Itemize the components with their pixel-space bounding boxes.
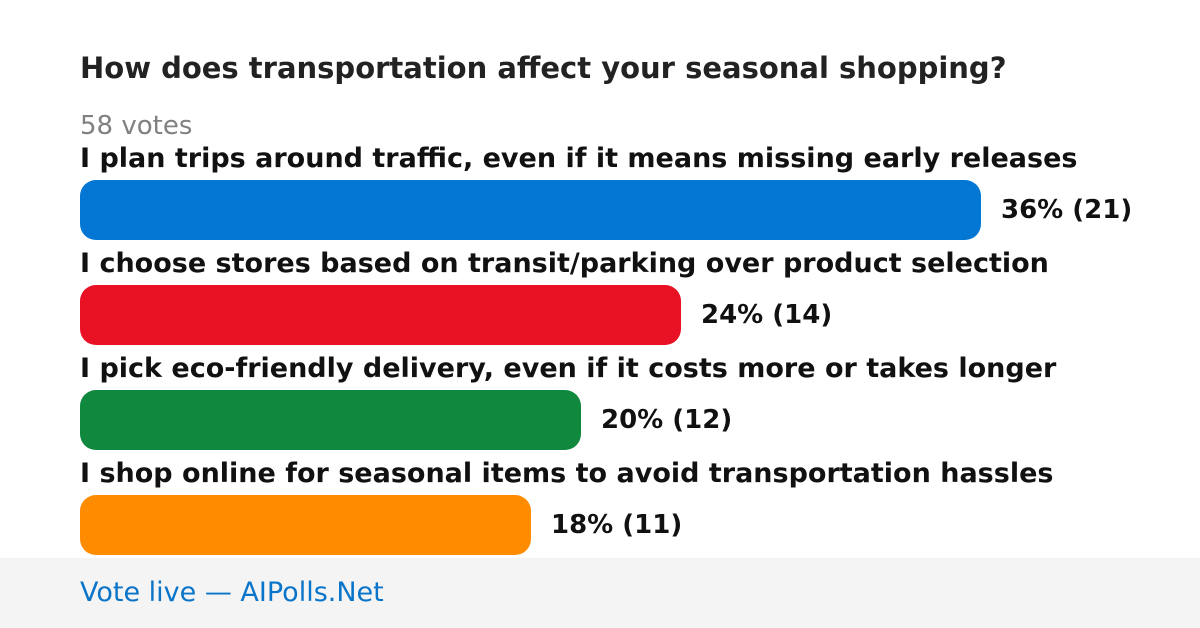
result-value-1: 36% (21): [1001, 195, 1133, 225]
vote-live-link[interactable]: Vote live — AIPolls.Net: [80, 577, 384, 608]
result-value-2: 24% (14): [701, 300, 833, 330]
result-value-3: 20% (12): [601, 405, 733, 435]
option-label-2: I choose stores based on transit/parking…: [80, 248, 1049, 279]
footer-bar: Vote live — AIPolls.Net: [0, 558, 1200, 628]
option-label-1: I plan trips around traffic, even if it …: [80, 143, 1078, 174]
result-bar-1: [80, 180, 981, 240]
result-bar-2: [80, 285, 681, 345]
result-value-4: 18% (11): [551, 510, 683, 540]
result-bar-3: [80, 390, 581, 450]
poll-question: How does transportation affect your seas…: [80, 51, 1007, 85]
result-bar-4: [80, 495, 531, 555]
vote-count: 58 votes: [80, 111, 193, 141]
option-label-4: I shop online for seasonal items to avoi…: [80, 458, 1054, 489]
option-label-3: I pick eco-friendly delivery, even if it…: [80, 353, 1057, 384]
